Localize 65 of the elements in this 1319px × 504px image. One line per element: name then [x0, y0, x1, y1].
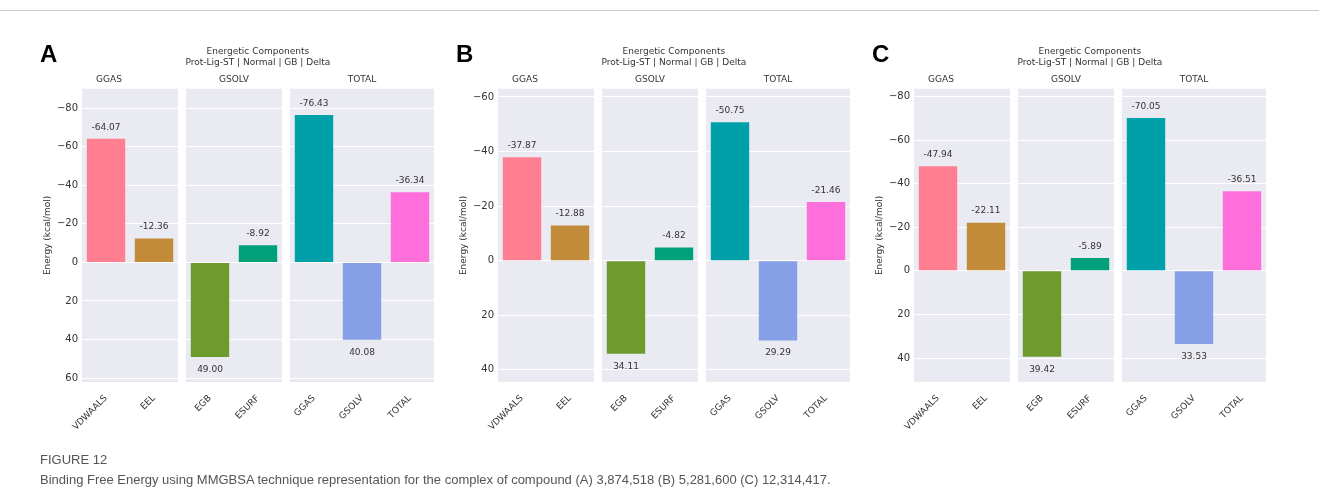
y-tick-label: 40 [65, 333, 78, 345]
text: Binding Free Energy using MMGBSA technique representation for the complex of compound (A) 3,874,518 (B) 5,281,600 (C) 12,314,417. [40, 472, 831, 487]
x-tick-label: EEL [970, 392, 990, 412]
y-tick-label: 20 [65, 294, 78, 306]
chart-title: GSOLV [1051, 73, 1082, 84]
data-label: -8.92 [246, 228, 270, 239]
text: C [872, 40, 890, 68]
data-label: 49.00 [197, 363, 224, 374]
chart-title: TOTAL [346, 73, 377, 84]
y-tick-label: 20 [897, 308, 910, 320]
data-label: -50.75 [715, 105, 745, 116]
data-label: -12.36 [139, 221, 169, 232]
data-label: -70.05 [1131, 100, 1161, 111]
y-tick-label: −60 [56, 140, 78, 152]
chart-subtitle: Energetic Components Prot-Lig-ST | Normal | GB | Delta [601, 46, 747, 68]
data-label: -21.46 [811, 184, 841, 195]
y-tick-label: 40 [481, 363, 494, 375]
caption: FIGURE 12 [40, 452, 108, 467]
y-axis-title: Energy (kcal/mol) [873, 195, 884, 276]
y-tick-label: −40 [56, 178, 78, 190]
y-tick-label: 0 [903, 264, 910, 276]
data-label: 29.29 [765, 347, 792, 358]
data-label: 40.08 [349, 346, 376, 357]
y-axis-title: Energy (kcal/mol) [457, 195, 468, 276]
data-label: -47.94 [923, 149, 953, 160]
text: A [40, 40, 58, 68]
data-label: -64.07 [91, 121, 121, 132]
y-tick-label: −40 [888, 177, 910, 189]
y-tick-label: 40 [897, 351, 910, 363]
y-tick-label: 20 [481, 308, 494, 320]
y-tick-label: −20 [888, 220, 910, 232]
data-label: -4.82 [662, 230, 686, 241]
x-tick-label: EEL [138, 392, 158, 412]
data-label: -37.87 [507, 140, 537, 151]
chart-title: TOTAL [762, 73, 793, 84]
data-label: -36.51 [1227, 174, 1257, 185]
chart-title: GSOLV [219, 73, 250, 84]
chart-title: GGAS [512, 73, 539, 84]
y-tick-label: −20 [56, 217, 78, 229]
y-tick-label: −80 [888, 90, 910, 102]
y-tick-label: 60 [65, 371, 78, 383]
y-tick-label: −80 [56, 101, 78, 113]
data-label: 34.11 [613, 360, 639, 371]
data-label: 33.53 [1181, 350, 1207, 361]
data-label: 39.42 [1029, 363, 1055, 374]
data-label: -76.43 [299, 97, 329, 108]
data-label: -36.34 [395, 175, 425, 186]
data-label: -5.89 [1078, 240, 1102, 251]
y-tick-label: −60 [472, 90, 494, 102]
text: B [456, 40, 474, 68]
chart-title: GSOLV [635, 73, 666, 84]
chart-title: TOTAL [1178, 73, 1209, 84]
data-label: -12.88 [555, 208, 585, 219]
x-tick-label: EEL [554, 392, 574, 412]
chart-title: GGAS [96, 73, 123, 84]
y-tick-label: −20 [472, 199, 494, 211]
chart-title: GGAS [928, 73, 955, 84]
y-tick-label: 0 [487, 254, 494, 266]
y-axis-title: Energy (kcal/mol) [41, 195, 52, 276]
y-tick-label: 0 [71, 256, 78, 267]
data-label: -22.11 [971, 205, 1001, 216]
chart-subtitle: Energetic Components Prot-Lig-ST | Normal | GB | Delta [185, 46, 331, 68]
y-tick-label: −60 [888, 133, 910, 145]
chart-subtitle: Energetic Components Prot-Lig-ST | Normal | GB | Delta [1017, 46, 1163, 68]
y-tick-label: −40 [472, 145, 494, 157]
